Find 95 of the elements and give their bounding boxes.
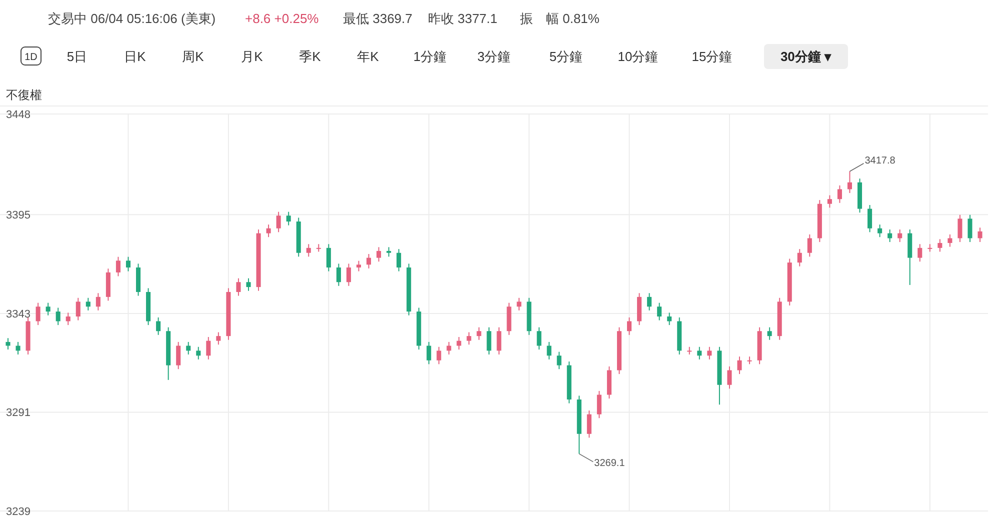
candlestick <box>486 326 492 355</box>
candlestick <box>918 244 922 262</box>
text: 昨收 3377.1 <box>428 11 498 26</box>
candlestick <box>376 246 382 262</box>
y-tick-label: 3343 <box>6 308 30 320</box>
candlestick <box>286 211 291 226</box>
text: 日K <box>124 49 146 64</box>
text: 5日 <box>66 49 88 64</box>
candlestick <box>366 253 372 269</box>
candlestick <box>266 224 271 238</box>
candlestick <box>868 204 872 233</box>
candlestick <box>236 278 241 296</box>
text: 15分鐘 <box>692 49 732 64</box>
candlestick <box>878 224 882 238</box>
candlestick <box>807 234 812 258</box>
candlestick <box>446 341 452 355</box>
candlestick <box>888 228 892 243</box>
candlestick <box>116 256 120 277</box>
candlestick <box>586 410 592 438</box>
candlestick <box>647 292 652 311</box>
candlestick <box>96 292 100 311</box>
candlestick <box>847 170 852 194</box>
candlestick <box>546 341 552 360</box>
candlestick <box>6 338 10 350</box>
candlestick <box>938 238 942 252</box>
candlestick <box>16 341 20 355</box>
candlestick <box>56 307 60 326</box>
candlestick <box>596 390 602 419</box>
annotation: 3417.8 <box>864 155 896 166</box>
candlestick <box>948 234 952 248</box>
y-tick-label: 3239 <box>6 506 30 518</box>
candlestick <box>978 227 982 243</box>
candlestick <box>66 312 70 326</box>
candlestick <box>46 302 50 316</box>
candlestick <box>556 351 562 370</box>
candlestick <box>86 297 90 311</box>
annotation: 3269.1 <box>594 458 626 469</box>
candlestick <box>436 346 442 365</box>
candlestick <box>667 312 672 326</box>
y-axis-title: 不復權 <box>6 88 42 102</box>
candlestick <box>176 341 181 370</box>
text: 周K <box>182 49 204 64</box>
candlestick <box>156 316 161 336</box>
candlestick <box>356 260 361 272</box>
candlestick <box>657 302 662 321</box>
candlestick <box>386 246 392 258</box>
candlestick <box>707 346 712 360</box>
candlestick <box>466 332 472 346</box>
candlestick <box>697 346 702 360</box>
text: 10分鐘 <box>618 49 658 64</box>
candlestick <box>346 263 351 286</box>
y-tick-label: 3291 <box>6 407 30 420</box>
text: 30分鐘 ▾ <box>780 49 832 64</box>
candlestick <box>536 326 542 350</box>
text: 1D <box>24 52 38 63</box>
text: +8.6 +0.25% <box>245 11 320 26</box>
candlestick <box>336 263 341 286</box>
candlestick <box>426 341 432 365</box>
candlestick <box>627 316 632 336</box>
candlestick <box>797 248 802 267</box>
candlestick <box>727 366 732 390</box>
candlestick <box>306 244 311 258</box>
text: 1分鐘 <box>413 49 447 64</box>
candlestick <box>516 297 522 311</box>
candlestick <box>958 214 962 243</box>
text: 季K <box>299 49 322 64</box>
text: 5分鐘 <box>549 49 583 64</box>
candlestick <box>246 278 251 292</box>
candlestick <box>968 214 972 243</box>
text: 年K <box>357 49 380 64</box>
y-tick-label: 3395 <box>6 210 30 222</box>
candlestick <box>126 256 131 272</box>
candlestick <box>36 302 40 326</box>
candlestick <box>476 326 482 340</box>
candlestick <box>827 194 832 208</box>
text: 3分鐘 <box>477 49 511 64</box>
candlestick <box>456 336 462 350</box>
candlestick <box>216 332 221 346</box>
candlestick <box>737 356 742 375</box>
text: 月K <box>241 49 264 64</box>
candlestick <box>496 326 502 355</box>
text: 最低 3369.7 <box>343 11 412 26</box>
candlestick <box>396 248 402 272</box>
candlestick <box>898 228 902 243</box>
candlestick <box>196 346 201 360</box>
chart-subtitle: 交易中 06/04 05:16:06 (美東) <box>48 11 216 26</box>
y-tick-label: 3448 <box>6 109 30 121</box>
candlestick <box>837 184 842 204</box>
candlestick <box>206 336 211 360</box>
candlestick <box>186 341 191 355</box>
candlestick <box>326 244 331 272</box>
text: 振 幅 0.81% <box>520 11 600 26</box>
candlestick <box>76 297 80 321</box>
candlestick <box>276 211 281 233</box>
candlestick <box>767 326 772 340</box>
